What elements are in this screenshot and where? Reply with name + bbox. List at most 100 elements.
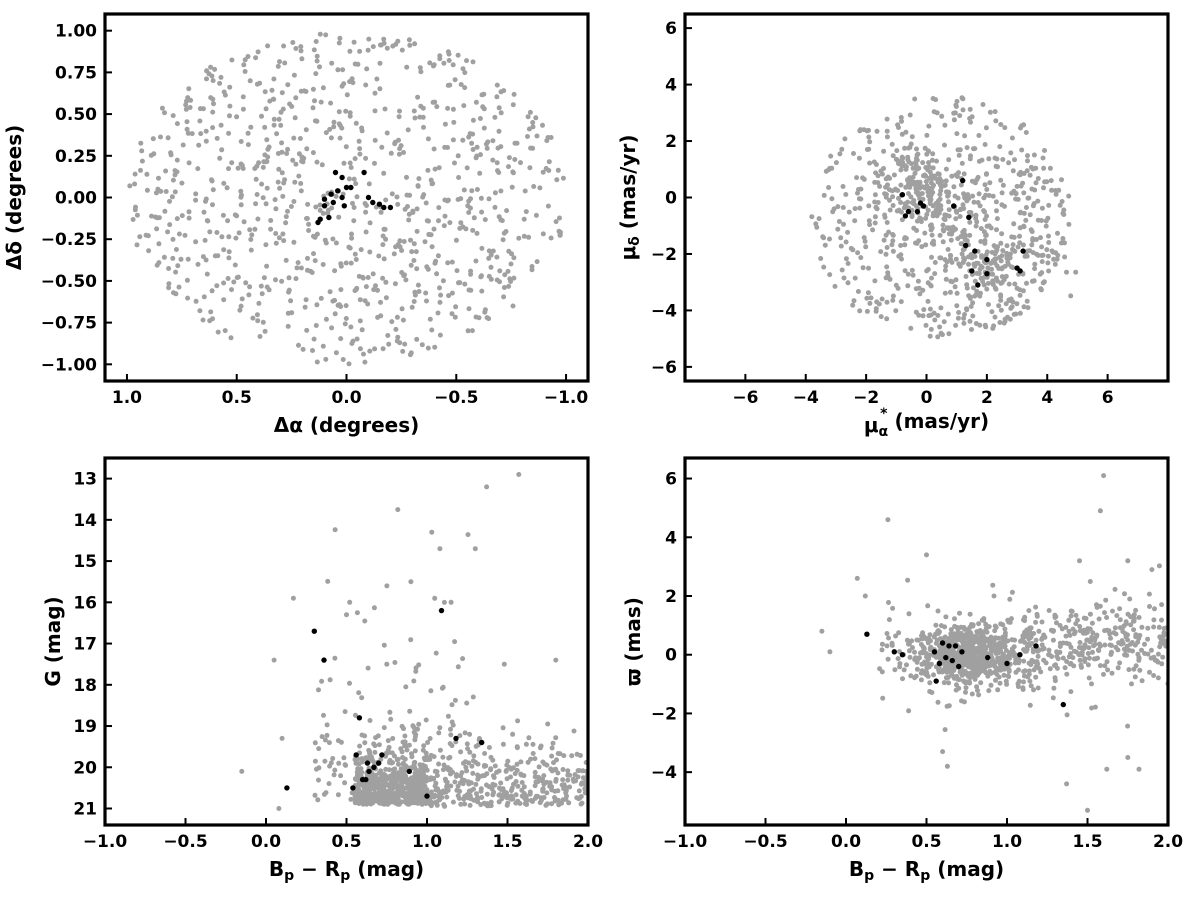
field-point [478, 195, 484, 201]
field-point [347, 160, 353, 166]
field-point [1139, 678, 1145, 684]
field-point [985, 302, 991, 307]
field-point [929, 157, 935, 163]
field-point [952, 284, 958, 290]
field-point [149, 213, 154, 219]
field-point [280, 193, 286, 199]
field-point [1026, 636, 1032, 642]
field-point [417, 790, 423, 796]
field-point [241, 219, 247, 225]
field-point [289, 104, 295, 109]
field-point [936, 198, 942, 203]
field-point [982, 217, 988, 222]
field-point [895, 122, 901, 128]
field-point [1011, 234, 1017, 240]
field-point [327, 677, 333, 683]
field-point [443, 778, 449, 784]
field-point [242, 57, 248, 63]
field-point [259, 291, 265, 297]
field-point [222, 328, 228, 334]
field-point [537, 185, 543, 191]
field-point [478, 274, 484, 280]
field-point [381, 256, 387, 262]
field-point [960, 202, 966, 208]
field-point [948, 237, 954, 243]
field-point [827, 272, 833, 278]
field-point [436, 218, 441, 224]
field-point [458, 220, 464, 226]
field-point [838, 235, 844, 241]
field-point [1077, 558, 1082, 564]
field-point [1047, 165, 1053, 171]
y-tick-label: −4 [651, 301, 677, 321]
field-point [1015, 684, 1021, 690]
field-point [270, 96, 276, 102]
field-point [399, 723, 405, 729]
y-axis-label: μδ (mas/yr) [616, 134, 643, 260]
field-point [492, 204, 498, 210]
field-point [392, 660, 398, 665]
field-point [1000, 182, 1006, 188]
field-point [433, 787, 439, 793]
field-point [335, 792, 341, 798]
field-point [889, 640, 895, 646]
field-point [809, 214, 815, 220]
field-point [874, 128, 880, 134]
field-point [1022, 640, 1028, 645]
field-point [976, 191, 982, 197]
field-point [1013, 669, 1019, 675]
field-point [448, 783, 454, 789]
field-point [953, 687, 959, 693]
field-point [963, 689, 968, 695]
field-point [499, 218, 505, 224]
field-point [898, 299, 904, 305]
field-point [962, 133, 968, 139]
field-point [344, 92, 350, 98]
field-point [826, 185, 832, 190]
field-point [332, 767, 338, 773]
field-point [922, 230, 928, 236]
field-point [420, 114, 426, 120]
field-point [993, 677, 998, 683]
field-point [1078, 662, 1084, 668]
panel-sky-position: 1.0 0.5 0.0 −0.5 −1.01.000.750.500.250.00−0.… [2, 12, 590, 437]
field-point [540, 231, 546, 237]
field-point [1101, 473, 1107, 479]
field-point [260, 195, 266, 201]
field-point [183, 106, 189, 112]
field-point [842, 136, 848, 142]
field-point [322, 758, 328, 764]
field-point [919, 668, 925, 674]
field-point [555, 770, 561, 776]
field-point [946, 157, 952, 163]
field-point [541, 795, 547, 800]
field-point [254, 312, 260, 318]
field-point [1157, 644, 1163, 650]
field-point [415, 94, 421, 100]
field-point [402, 733, 408, 739]
field-point [994, 208, 999, 214]
field-point [897, 661, 903, 667]
field-point [303, 127, 309, 133]
field-point [997, 320, 1003, 325]
field-point [479, 795, 485, 800]
field-point [861, 127, 867, 133]
field-point [333, 193, 339, 199]
field-point [1064, 640, 1070, 646]
field-point [968, 210, 974, 215]
field-point [967, 611, 973, 617]
field-point [248, 124, 254, 130]
field-point [1139, 624, 1145, 630]
field-point [505, 758, 511, 764]
field-point [481, 125, 487, 131]
field-point [410, 208, 416, 214]
field-point [312, 792, 318, 798]
x-axis-label: Bp − Rp (mag) [269, 857, 424, 884]
field-point [526, 735, 532, 741]
field-point [440, 278, 446, 284]
field-point [490, 138, 496, 144]
field-point [899, 131, 905, 137]
field-point [313, 39, 319, 44]
field-point [516, 235, 522, 241]
field-point [999, 231, 1005, 237]
